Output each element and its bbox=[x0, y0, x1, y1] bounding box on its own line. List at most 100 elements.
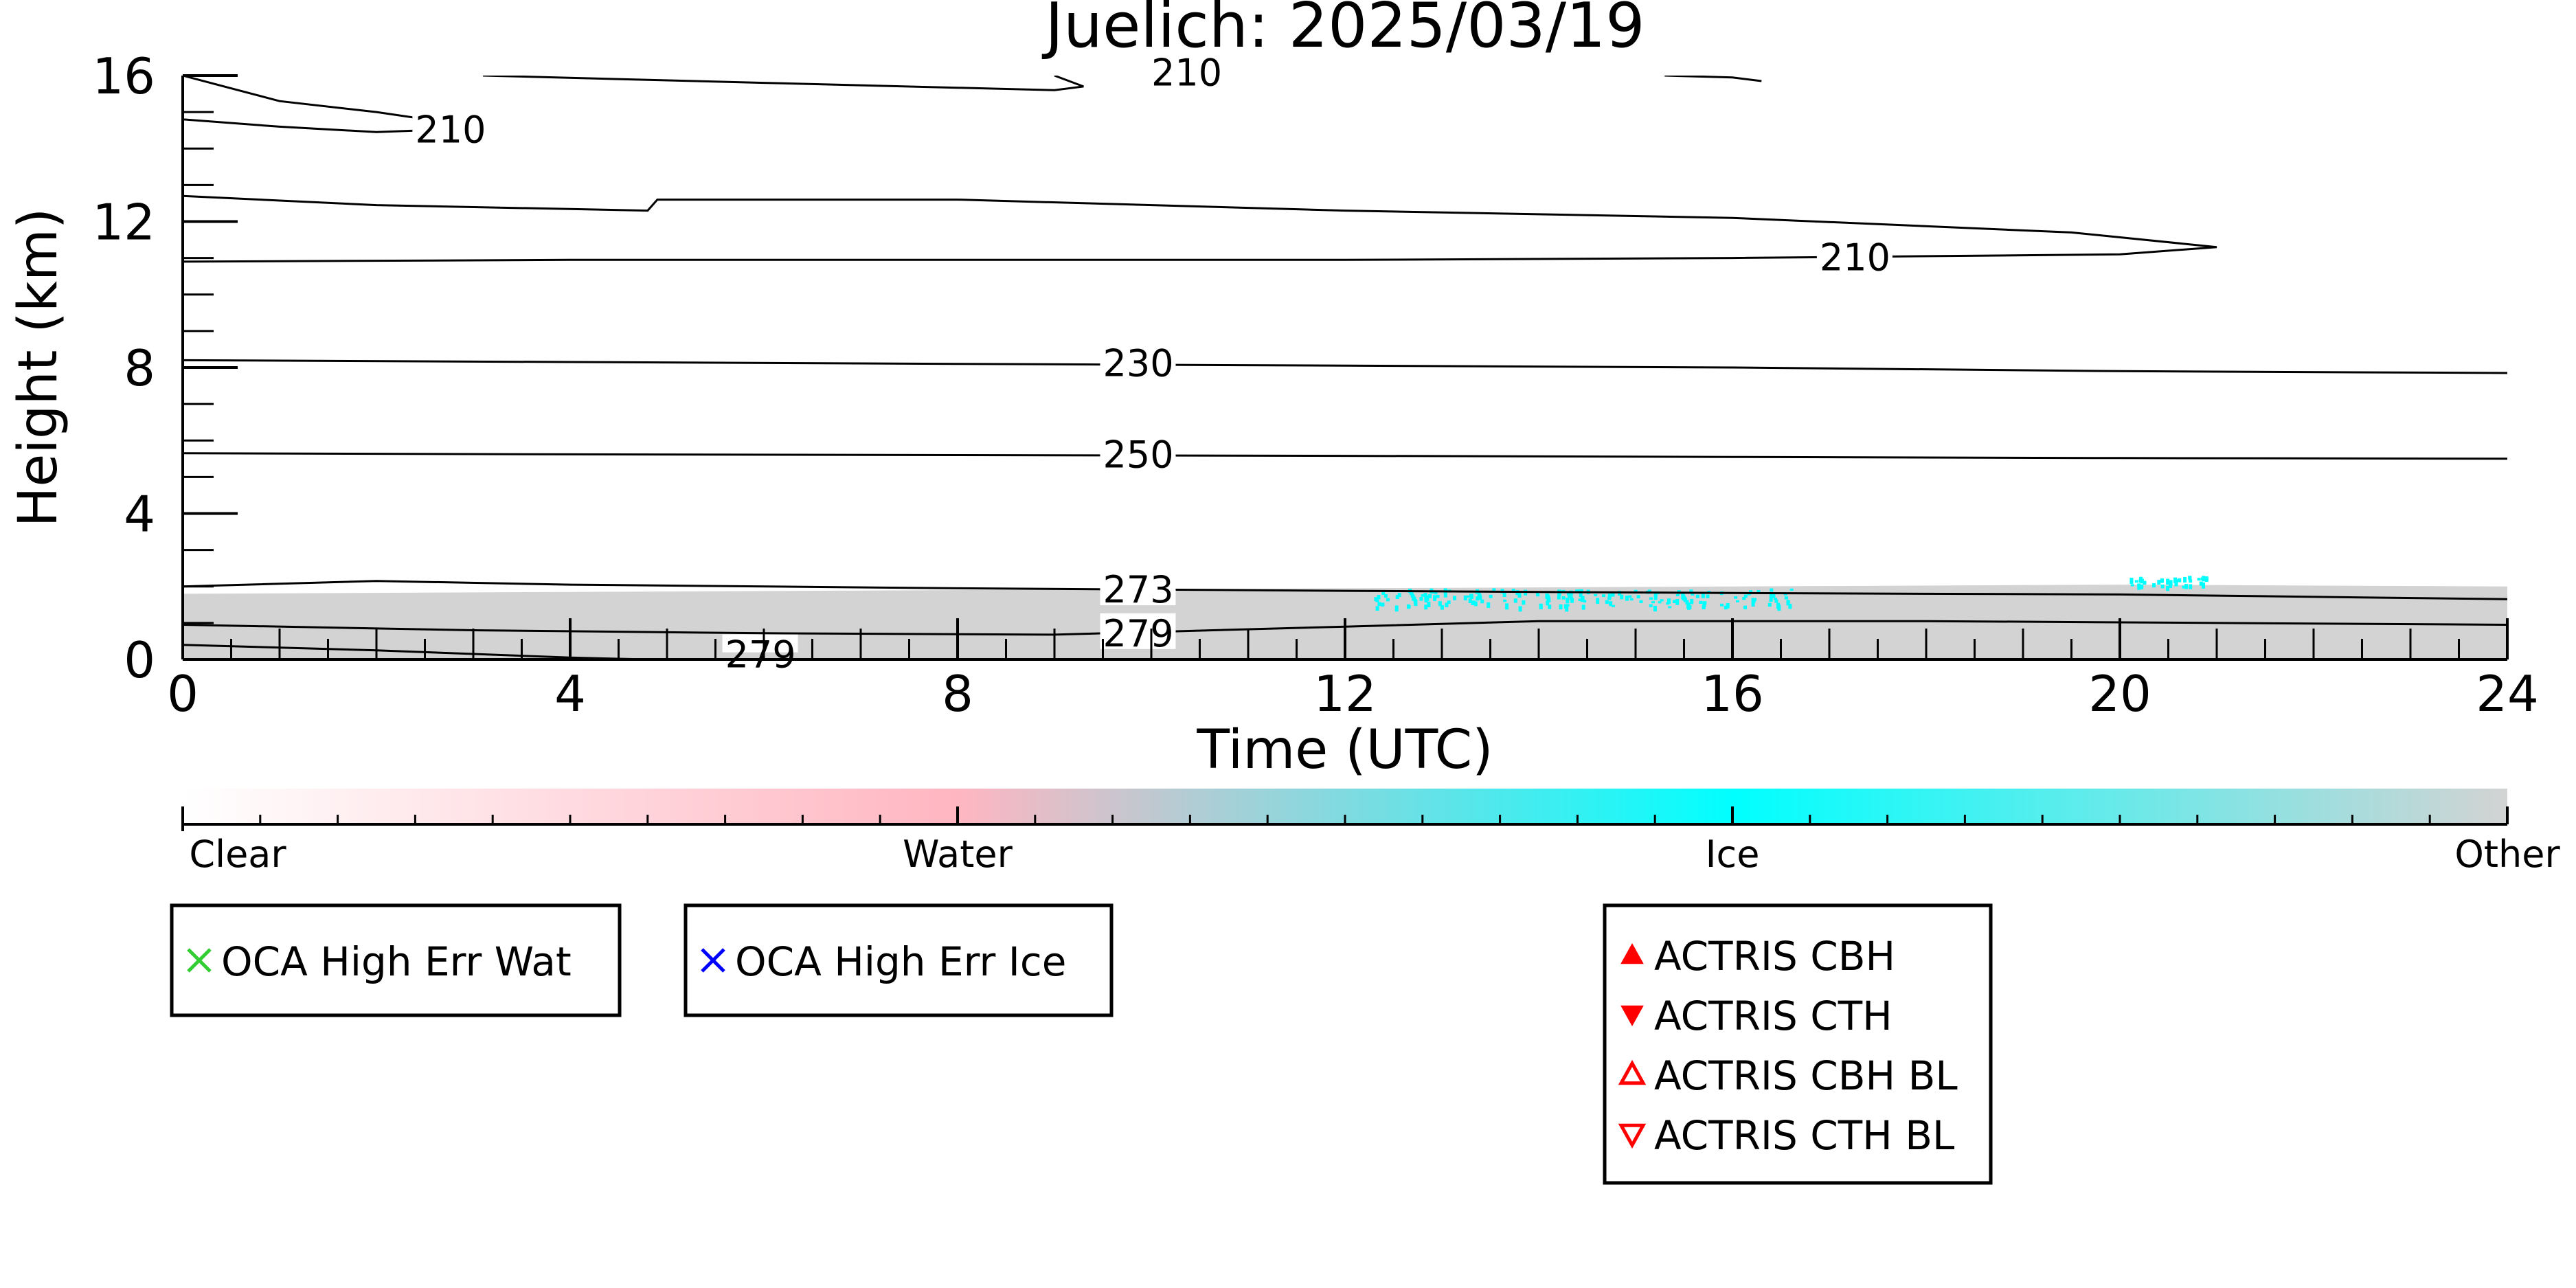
ice-pixel bbox=[1502, 592, 1506, 598]
ice-pixel bbox=[1770, 588, 1774, 592]
ice-pixel bbox=[1513, 598, 1517, 603]
ice-pixel bbox=[2139, 576, 2143, 580]
ice-pixel bbox=[1374, 597, 1378, 602]
ice-pixel bbox=[1789, 588, 1794, 591]
legend-label: ACTRIS CTH bbox=[1654, 993, 1893, 1039]
contour-label-bg bbox=[1816, 237, 1893, 273]
ice-pixel bbox=[1419, 597, 1423, 601]
axes: 0 4 8 12 16 20 24 0 4 8 12 16 bbox=[92, 47, 2538, 723]
ice-pixel bbox=[1753, 598, 1756, 601]
ice-pixel bbox=[1447, 600, 1451, 605]
ice-pixel bbox=[2166, 585, 2170, 591]
ice-pixel bbox=[2130, 584, 2134, 587]
x-tick-label: 12 bbox=[1313, 665, 1377, 723]
ice-pixel bbox=[2160, 578, 2164, 583]
legend-marker-triangle-down-icon bbox=[1618, 1123, 1647, 1149]
ice-pixel bbox=[1769, 599, 1773, 602]
ice-pixel bbox=[2183, 576, 2187, 583]
ice-pixel bbox=[1653, 605, 1657, 612]
y-tick-label: 16 bbox=[92, 47, 155, 105]
ice-pixel bbox=[1428, 594, 1432, 599]
ice-pixel bbox=[1394, 605, 1399, 612]
contour-layer bbox=[183, 76, 2507, 659]
ice-pixel bbox=[1691, 592, 1695, 596]
ice-pixel bbox=[1690, 598, 1694, 605]
ice-pixel bbox=[1777, 605, 1781, 608]
colorbar-class-label: Clear bbox=[189, 833, 286, 876]
ice-pixel bbox=[2169, 580, 2173, 586]
ice-pixel bbox=[1445, 602, 1449, 607]
ice-layer bbox=[1374, 576, 2208, 612]
ice-pixel bbox=[1407, 605, 1411, 609]
legend-box: ACTRIS CBH ACTRIS CTH ACTRIS CBH BL ACTRIS … bbox=[1603, 903, 1993, 1185]
ice-pixel bbox=[1628, 595, 1632, 598]
ice-pixel bbox=[2160, 584, 2165, 589]
ice-pixel bbox=[1668, 606, 1672, 609]
ice-pixel bbox=[1743, 605, 1747, 609]
ice-pixel bbox=[1434, 591, 1438, 595]
ice-pixel bbox=[1734, 596, 1738, 599]
ice-pixel bbox=[2189, 584, 2193, 589]
ice-pixel bbox=[1596, 598, 1600, 605]
ice-pixel bbox=[1559, 604, 1563, 610]
ice-pixel bbox=[1423, 593, 1427, 597]
ice-pixel bbox=[1706, 594, 1710, 598]
ice-pixel bbox=[1511, 589, 1515, 591]
ice-pixel bbox=[1772, 594, 1776, 598]
ice-pixel bbox=[1689, 589, 1693, 594]
x-tick-label: 4 bbox=[554, 665, 586, 723]
ice-pixel bbox=[1767, 602, 1772, 607]
ice-pixel bbox=[1436, 595, 1440, 598]
ice-pixel bbox=[1736, 600, 1739, 602]
ice-pixel bbox=[1747, 593, 1751, 596]
legend-marker-x-icon bbox=[701, 948, 725, 973]
ice-pixel bbox=[2143, 580, 2147, 585]
ice-pixel bbox=[1546, 595, 1550, 601]
ice-pixel bbox=[1685, 600, 1689, 605]
ice-pixel bbox=[2134, 580, 2138, 583]
ice-pixel bbox=[1395, 595, 1399, 600]
ice-pixel bbox=[2182, 585, 2186, 589]
contour-label-bg bbox=[1100, 434, 1176, 471]
ice-pixel bbox=[2189, 579, 2193, 583]
contour-line bbox=[1664, 76, 1762, 82]
legend-label: ACTRIS CBH bbox=[1654, 933, 1895, 980]
ice-pixel bbox=[1611, 592, 1615, 597]
ice-pixel bbox=[2140, 578, 2144, 584]
ice-pixel bbox=[2129, 578, 2134, 585]
ice-pixel bbox=[1649, 597, 1653, 600]
ice-pixel bbox=[2152, 583, 2156, 588]
contour-label: 279 bbox=[725, 633, 796, 677]
legend-label: ACTRIS CBH BL bbox=[1654, 1052, 1958, 1099]
legend-frame bbox=[1603, 903, 1993, 1185]
ice-pixel bbox=[2166, 578, 2170, 585]
ice-pixel bbox=[1427, 601, 1431, 607]
contour-label-bg bbox=[1149, 76, 1224, 90]
colorbar: Clear Water Ice Other bbox=[181, 789, 2560, 876]
ice-pixel bbox=[1424, 605, 1428, 610]
ice-pixel bbox=[1397, 593, 1401, 598]
ice-pixel bbox=[1414, 601, 1418, 605]
chart-title: Juelich: 2025/03/19 bbox=[1041, 0, 1645, 62]
ice-pixel bbox=[1381, 591, 1386, 596]
contour-line bbox=[483, 76, 1084, 91]
ice-pixel bbox=[2202, 583, 2205, 589]
ice-pixel bbox=[1468, 598, 1472, 604]
y-tick-label: 12 bbox=[92, 194, 155, 251]
ice-pixel bbox=[1475, 591, 1479, 594]
contour-label: 279 bbox=[1103, 612, 1174, 655]
ice-pixel bbox=[1583, 600, 1587, 603]
contour-line bbox=[183, 452, 2507, 460]
ice-pixel bbox=[1473, 601, 1478, 607]
ice-pixel bbox=[1774, 599, 1778, 603]
ice-pixel bbox=[1570, 598, 1574, 603]
legend-marker-triangle-up-icon bbox=[1618, 1059, 1647, 1085]
contour-label-bg bbox=[412, 109, 488, 146]
ice-pixel bbox=[1609, 601, 1613, 607]
ice-pixel bbox=[1578, 598, 1582, 601]
contour-label-bg bbox=[1100, 613, 1176, 649]
ice-pixel bbox=[1683, 598, 1687, 602]
ice-pixel bbox=[1438, 601, 1442, 607]
ice-pixel bbox=[1653, 594, 1658, 600]
